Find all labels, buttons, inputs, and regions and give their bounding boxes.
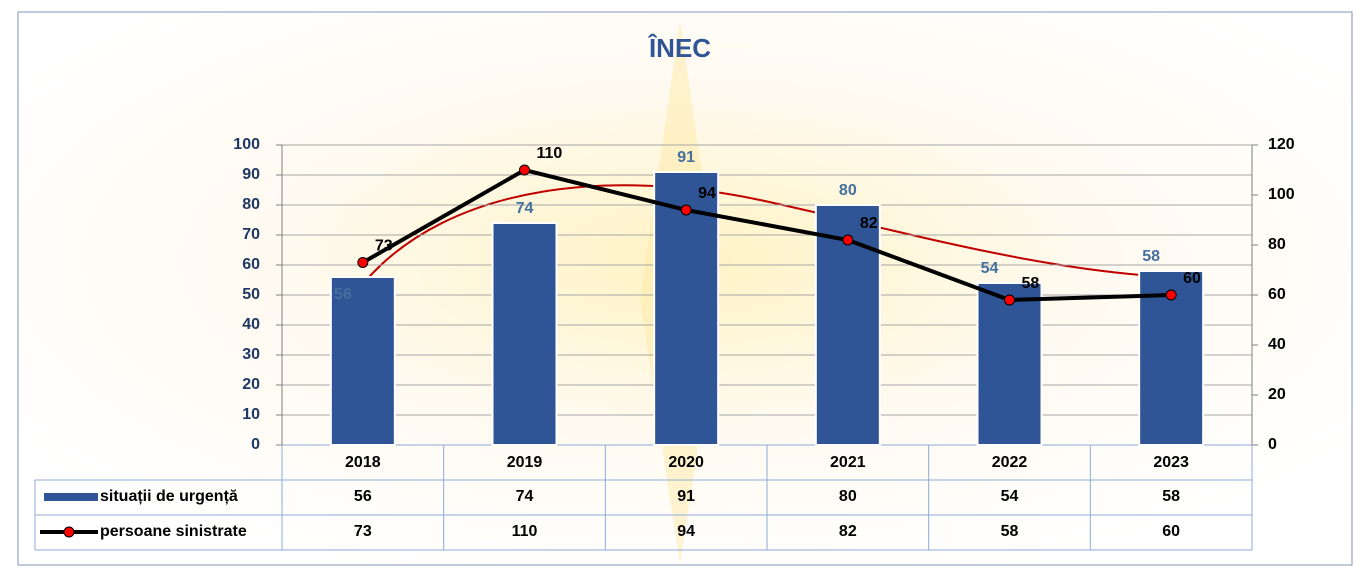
- y-tick-label: 90: [242, 166, 260, 183]
- x-tick-label: 2023: [1153, 454, 1189, 471]
- table-value: 58: [1001, 523, 1019, 540]
- y-tick-label: 100: [233, 136, 260, 153]
- line-value-label: 110: [537, 145, 563, 162]
- y-tick-label: 20: [242, 376, 260, 393]
- table-value: 82: [839, 523, 857, 540]
- bar: [978, 283, 1042, 445]
- y2-tick-label: 100: [1268, 186, 1295, 203]
- page: {"chart_data": {"type": "bar", "title": …: [0, 0, 1356, 569]
- table-value: 58: [1162, 488, 1180, 505]
- line-value-label: 94: [698, 185, 716, 202]
- y2-tick-label: 80: [1268, 236, 1286, 253]
- y2-tick-label: 40: [1268, 336, 1286, 353]
- bar-value-label: 56: [334, 286, 352, 303]
- y-tick-label: 10: [242, 406, 260, 423]
- legend-label: persoane sinistrate: [100, 523, 247, 540]
- legend-label: situații de urgență: [100, 488, 238, 505]
- bar-value-label: 74: [516, 200, 534, 217]
- y2-tick-label: 120: [1268, 136, 1295, 153]
- legend-key: [44, 493, 98, 501]
- legend-key: [64, 527, 74, 537]
- y2-tick-label: 60: [1268, 286, 1286, 303]
- y-tick-label: 60: [242, 256, 260, 273]
- bar-value-label: 58: [1142, 248, 1160, 265]
- table-value: 56: [354, 488, 372, 505]
- line-value-label: 60: [1183, 270, 1201, 287]
- x-tick-label: 2020: [668, 454, 704, 471]
- line-marker: [358, 258, 368, 268]
- x-tick-label: 2019: [507, 454, 543, 471]
- bar-value-label: 54: [981, 260, 999, 277]
- table-value: 94: [677, 523, 695, 540]
- chart: ÎNEC 0 10 20 30 40 50 60 70 80 90 100 0 20 40 60 80 100 1…: [0, 0, 1356, 569]
- x-tick-label: 2018: [345, 454, 381, 471]
- bar: [493, 223, 557, 445]
- table-value: 60: [1162, 523, 1180, 540]
- y2-tick-label: 0: [1268, 436, 1277, 453]
- line-value-label: 73: [375, 238, 393, 255]
- line-value-label: 58: [1022, 275, 1040, 292]
- y-tick-label: 40: [242, 316, 260, 333]
- line-marker: [520, 165, 530, 175]
- table-value: 110: [512, 523, 538, 540]
- table-value: 74: [516, 488, 534, 505]
- line-value-label: 82: [860, 215, 878, 232]
- bar-value-label: 91: [677, 149, 695, 166]
- y2-tick-label: 20: [1268, 386, 1286, 403]
- line-marker: [681, 205, 691, 215]
- y-tick-label: 0: [251, 436, 260, 453]
- line-marker: [843, 235, 853, 245]
- y-tick-label: 70: [242, 226, 260, 243]
- table-value: 54: [1001, 488, 1019, 505]
- table-value: 91: [677, 488, 695, 505]
- x-tick-label: 2022: [992, 454, 1028, 471]
- y-tick-label: 50: [242, 286, 260, 303]
- x-tick-label: 2021: [830, 454, 866, 471]
- y-tick-label: 80: [242, 196, 260, 213]
- y-tick-label: 30: [242, 346, 260, 363]
- chart-title: ÎNEC: [647, 33, 711, 63]
- table-value: 80: [839, 488, 857, 505]
- line-marker: [1005, 295, 1015, 305]
- table-value: 73: [354, 523, 372, 540]
- line-marker: [1166, 290, 1176, 300]
- bar-value-label: 80: [839, 182, 857, 199]
